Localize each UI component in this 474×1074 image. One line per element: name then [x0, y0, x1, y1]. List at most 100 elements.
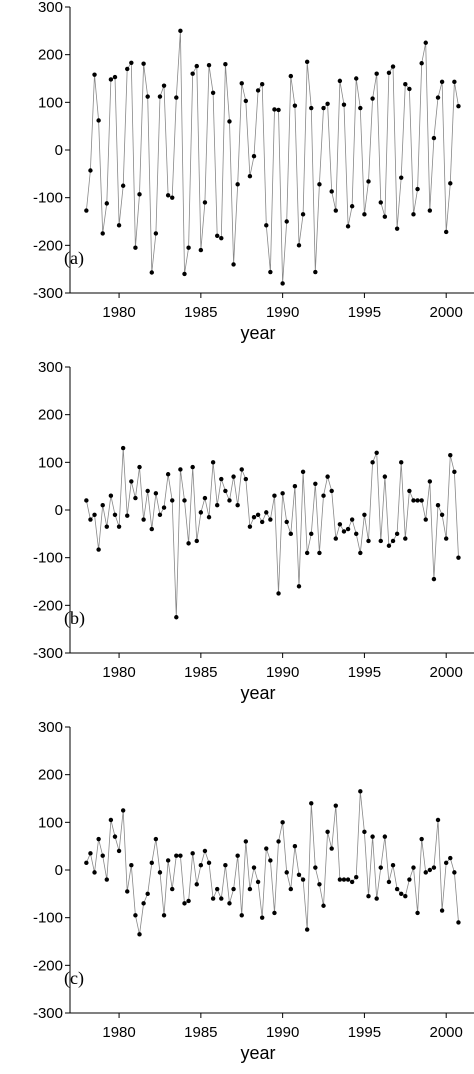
data-point [407, 488, 412, 494]
data-point [423, 517, 428, 522]
data-point [399, 891, 404, 897]
data-point [235, 853, 240, 858]
data-point [243, 476, 249, 482]
data-point [129, 863, 134, 868]
data-point [104, 524, 110, 529]
data-point [116, 223, 122, 228]
data-point [292, 483, 298, 489]
x-tick-label: 1980 [102, 304, 135, 321]
data-point [292, 103, 298, 108]
data-point [112, 512, 118, 517]
data-point [92, 512, 97, 517]
data-point [100, 503, 105, 508]
data-point [276, 591, 281, 596]
y-tick-label: -100 [33, 190, 63, 207]
data-point [403, 894, 408, 899]
data-point [280, 281, 285, 286]
data-point [84, 208, 89, 213]
data-point [403, 536, 408, 541]
data-point [202, 495, 208, 501]
data-point [251, 514, 257, 520]
data-point [354, 76, 359, 81]
data-point [231, 886, 236, 892]
data-point [129, 60, 134, 65]
data-point [300, 877, 306, 882]
data-point [100, 853, 105, 858]
data-point [300, 469, 306, 475]
data-point [125, 889, 130, 894]
data-point [170, 498, 175, 503]
y-tick-label: 300 [38, 719, 63, 736]
data-point [296, 243, 302, 248]
data-point [141, 61, 146, 66]
data-point [329, 189, 334, 194]
data-point [337, 522, 343, 527]
data-point [182, 271, 187, 277]
data-point [456, 555, 461, 560]
x-tick-label: 1995 [348, 304, 381, 321]
data-point [366, 538, 371, 544]
data-point [145, 488, 150, 494]
data-point [317, 550, 322, 556]
data-point [288, 531, 294, 537]
data-point [125, 513, 130, 518]
data-point [120, 183, 126, 188]
data-point [439, 79, 445, 85]
data-point [288, 73, 294, 79]
data-point [141, 517, 146, 522]
data-point [382, 834, 388, 839]
data-point [370, 460, 375, 465]
data-point [358, 789, 363, 794]
data-point [456, 920, 461, 925]
data-point [206, 860, 212, 866]
data-point [133, 495, 138, 501]
data-point [431, 135, 437, 141]
data-point [362, 212, 367, 217]
x-tick-label: 2000 [430, 304, 463, 321]
data-point [309, 105, 314, 111]
data-point [174, 615, 179, 620]
data-point [251, 153, 257, 159]
data-point [378, 200, 383, 205]
data-point [227, 901, 232, 906]
x-tick-label: 2000 [430, 664, 463, 681]
data-point [268, 517, 273, 522]
data-point [161, 913, 167, 918]
data-point [370, 834, 375, 839]
data-point [112, 834, 118, 839]
data-point [108, 817, 114, 823]
data-point [96, 547, 101, 552]
data-point [321, 105, 326, 111]
data-point [300, 212, 306, 217]
y-tick-label: 200 [38, 47, 63, 64]
data-point [427, 208, 433, 213]
data-point [386, 70, 392, 75]
data-point [251, 865, 257, 870]
data-point [378, 865, 383, 870]
data-point [419, 61, 424, 66]
data-point [84, 860, 89, 866]
panel-label: (c) [64, 968, 84, 989]
data-point [210, 90, 216, 96]
data-point [443, 229, 449, 235]
data-point [137, 932, 142, 937]
data-point [157, 94, 163, 99]
data-point [325, 101, 330, 106]
data-point [190, 464, 195, 470]
x-tick-label: 1985 [184, 664, 217, 681]
data-point [255, 512, 261, 517]
data-point [329, 488, 334, 494]
panel: -300 -200 -100 0 100 200 300 1980 1985 1990 1995 20… [33, 0, 474, 343]
data-point [456, 103, 461, 109]
y-tick-label: -200 [33, 237, 63, 254]
data-point [243, 839, 249, 844]
data-point [247, 524, 253, 529]
data-point [386, 879, 392, 885]
data-point [239, 913, 244, 918]
data-point [288, 886, 294, 892]
data-point [407, 86, 412, 92]
data-point [284, 870, 289, 875]
data-point [394, 886, 400, 892]
data-point [317, 882, 322, 887]
data-point [223, 488, 228, 494]
